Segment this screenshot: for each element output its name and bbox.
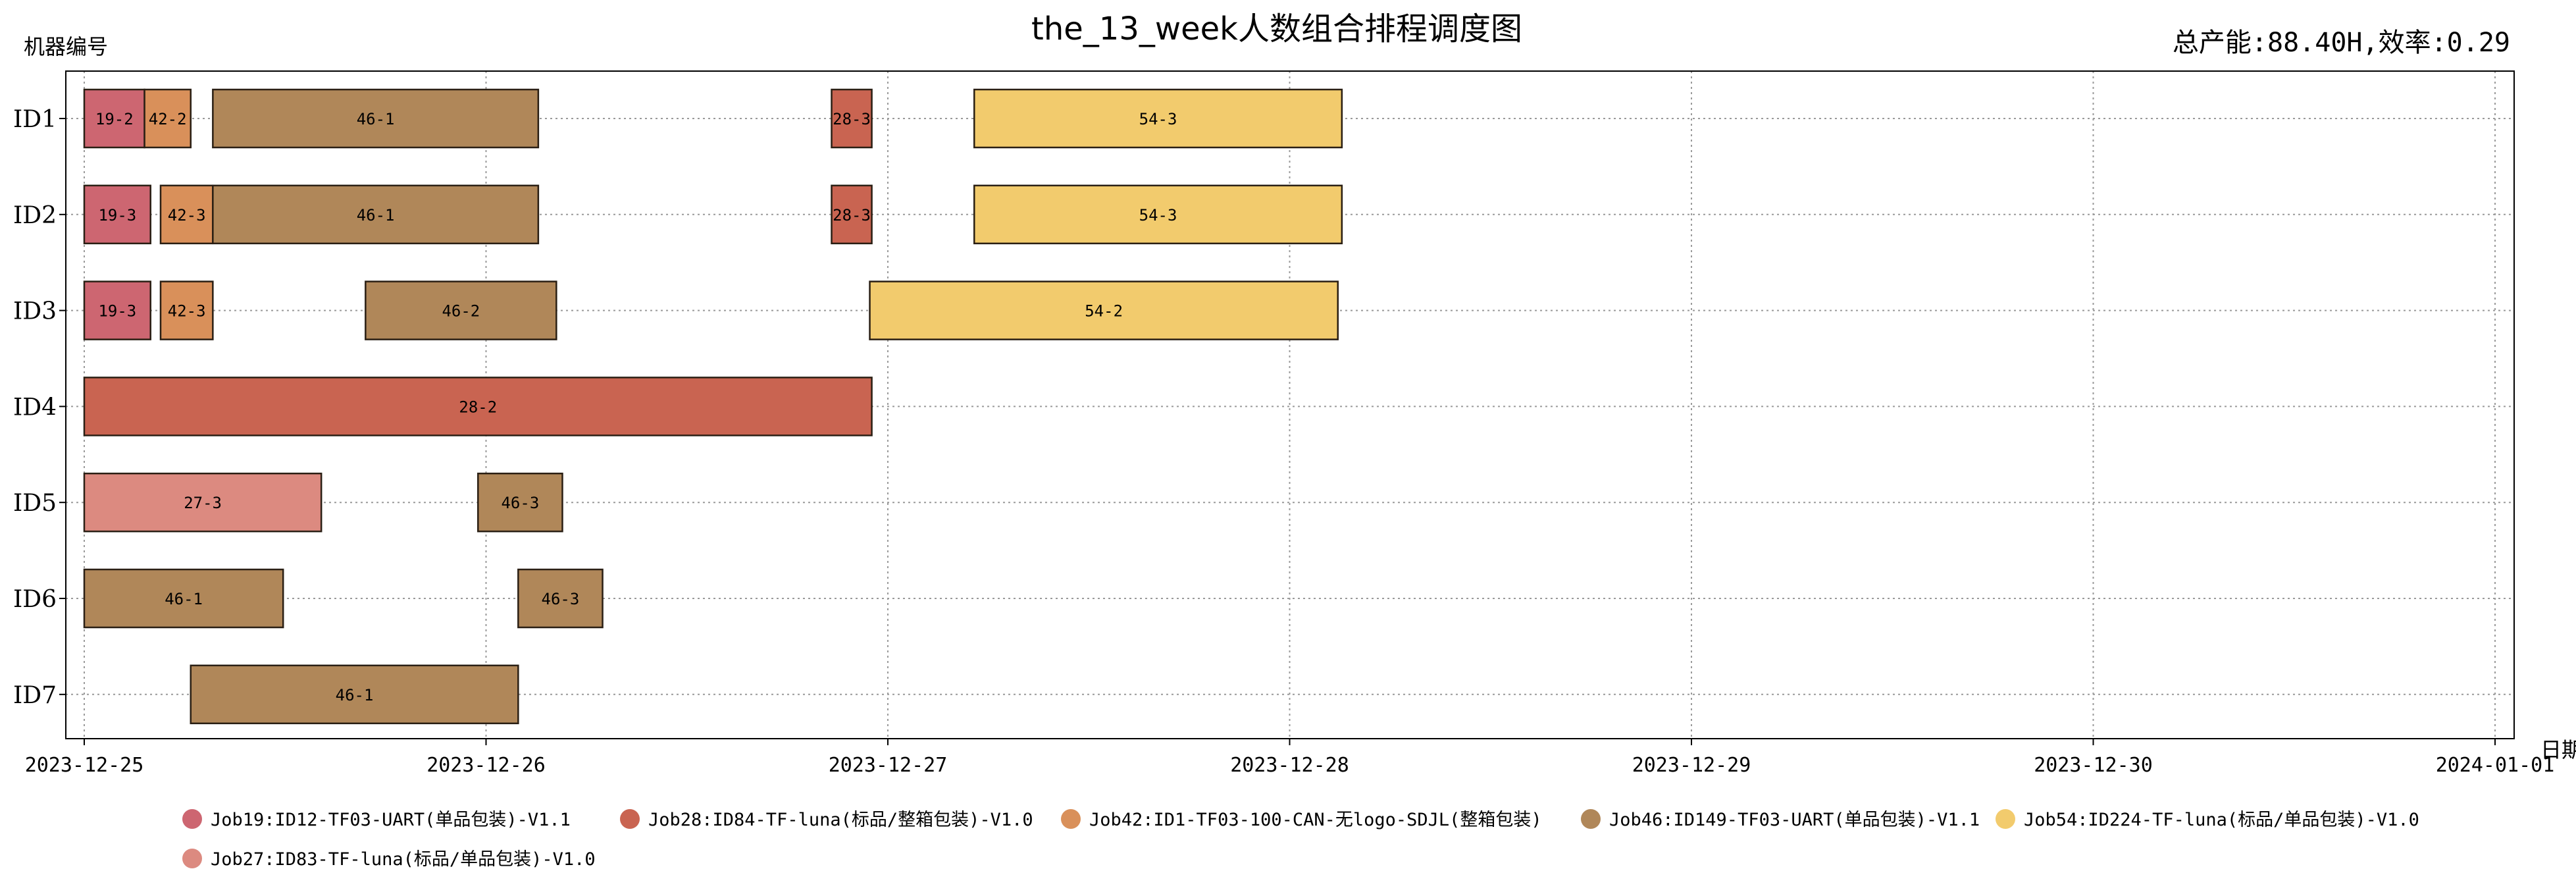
x-tick-label: 2023-12-29 — [1632, 754, 1751, 777]
legend-label: Job27:ID83-TF-luna(标品/单品包装)-V1.0 — [211, 849, 596, 870]
legend-label: Job46:ID149-TF03-UART(单品包装)-V1.1 — [1609, 810, 1980, 830]
y-tick-label: ID6 — [13, 586, 57, 613]
gantt-bar — [159, 184, 214, 245]
bar-label: 54-2 — [1085, 302, 1123, 321]
x-tick-label: 2024-01-01 — [2436, 754, 2555, 777]
bar-label: 28-2 — [459, 398, 497, 416]
bar-label: 46-3 — [542, 590, 580, 608]
legend-label: Job19:ID12-TF03-UART(单品包装)-V1.1 — [211, 810, 571, 830]
legend-marker — [1581, 809, 1601, 829]
y-tick-label: ID4 — [13, 394, 57, 421]
bar-label: 54-3 — [1139, 110, 1177, 128]
bar-label: 42-3 — [168, 206, 206, 224]
bar-label: 46-1 — [357, 206, 395, 224]
legend-marker — [1061, 809, 1081, 829]
bar-label: 42-2 — [149, 110, 187, 128]
legend-marker — [1996, 809, 2015, 829]
gantt-bar — [83, 184, 151, 245]
gantt-bar — [477, 472, 563, 533]
legend-label: Job28:ID84-TF-luna(标品/整箱包装)-V1.0 — [648, 810, 1033, 830]
legend-label: Job42:ID1-TF03-100-CAN-无logo-SDJL(整箱包装) — [1089, 810, 1542, 830]
y-axis-ticks: ID1 ID2 ID3 ID4 ID5 ID6 ID7 — [13, 106, 66, 709]
y-axis-label: 机器编号 — [24, 34, 108, 59]
gantt-bar — [973, 88, 1343, 149]
y-tick-label: ID5 — [13, 490, 57, 517]
gantt-bar — [831, 88, 873, 149]
gantt-bar — [83, 568, 284, 629]
y-tick-label: ID1 — [13, 106, 57, 133]
chart-title: the_13_week人数组合排程调度图 — [1031, 11, 1522, 47]
gantt-bar — [212, 88, 540, 149]
x-tick-label: 2023-12-25 — [25, 754, 144, 777]
x-tick-label: 2023-12-26 — [426, 754, 546, 777]
bar-label: 27-3 — [184, 494, 222, 512]
bar-label: 28-3 — [833, 206, 871, 224]
x-tick-label: 2023-12-30 — [2034, 754, 2153, 777]
x-axis-ticks: 2023-12-25 2023-12-26 2023-12-27 2023-12-28… — [25, 739, 2555, 777]
bar-label: 42-3 — [168, 302, 206, 321]
gantt-bar — [159, 280, 214, 340]
y-tick-label: ID2 — [13, 202, 57, 229]
bar-label: 19-2 — [95, 110, 134, 128]
chart-subtitle: 总产能:88.40H,效率:0.29 — [2173, 28, 2510, 58]
gantt-bars: 19-2 42-2 46-1 28-3 54-3 19-3 42-3 46-1 28-3 54-3… — [83, 88, 1343, 725]
y-tick-label: ID3 — [13, 298, 57, 325]
legend-label: Job54:ID224-TF-luna(标品/单品包装)-V1.0 — [2024, 810, 2419, 830]
gantt-bar — [143, 88, 192, 149]
x-tick-label: 2023-12-28 — [1230, 754, 1349, 777]
legend: Job19:ID12-TF03-UART(单品包装)-V1.1 Job28:ID8… — [182, 809, 2419, 870]
legend-marker — [182, 809, 202, 829]
gantt-bar — [365, 280, 557, 340]
bar-label: 46-3 — [501, 494, 539, 512]
gantt-bar — [190, 664, 519, 725]
bar-label: 46-1 — [357, 110, 395, 128]
gantt-bar — [83, 377, 873, 436]
bar-label: 19-3 — [98, 302, 136, 321]
gantt-bar — [83, 472, 322, 533]
bar-label: 28-3 — [833, 110, 871, 128]
legend-marker — [182, 849, 202, 868]
x-axis-label: 日期 — [2540, 737, 2576, 762]
gantt-bar — [831, 184, 873, 245]
bar-label: 46-1 — [336, 686, 374, 704]
gantt-bar — [212, 184, 540, 245]
x-tick-label: 2023-12-27 — [829, 754, 948, 777]
bar-label: 19-3 — [98, 206, 136, 224]
gantt-bar — [973, 184, 1343, 245]
y-tick-label: ID7 — [13, 682, 57, 709]
bar-label: 46-2 — [442, 302, 480, 321]
gantt-bar — [517, 568, 604, 629]
gantt-bar — [869, 280, 1339, 340]
legend-marker — [620, 809, 640, 829]
gantt-bar — [83, 280, 151, 340]
bar-label: 46-1 — [165, 590, 203, 608]
bar-label: 54-3 — [1139, 206, 1177, 224]
